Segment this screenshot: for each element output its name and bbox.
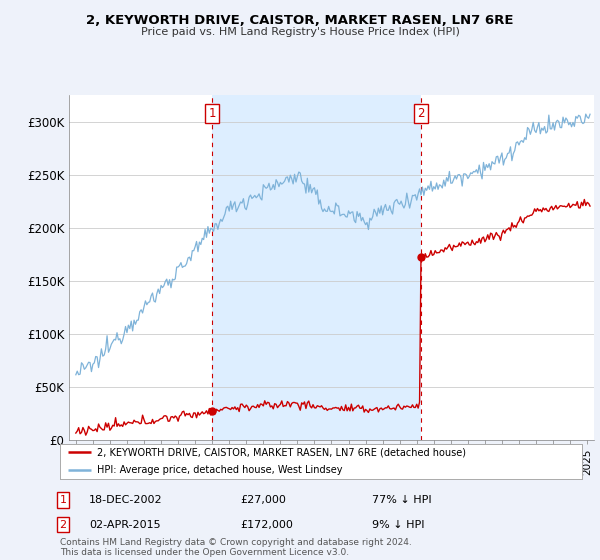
Bar	[212, 95, 421, 440]
Text: 02-APR-2015: 02-APR-2015	[89, 520, 160, 530]
Text: 18-DEC-2002: 18-DEC-2002	[89, 495, 163, 505]
Text: 9% ↓ HPI: 9% ↓ HPI	[372, 520, 425, 530]
Text: Contains HM Land Registry data © Crown copyright and database right 2024.
This d: Contains HM Land Registry data © Crown c…	[60, 538, 412, 557]
Text: £27,000: £27,000	[240, 495, 286, 505]
Text: 1: 1	[59, 495, 67, 505]
Text: 2, KEYWORTH DRIVE, CAISTOR, MARKET RASEN, LN7 6RE: 2, KEYWORTH DRIVE, CAISTOR, MARKET RASEN…	[86, 14, 514, 27]
Text: 2: 2	[59, 520, 67, 530]
Text: 1: 1	[208, 107, 216, 120]
Text: HPI: Average price, detached house, West Lindsey: HPI: Average price, detached house, West…	[97, 465, 342, 475]
Text: 77% ↓ HPI: 77% ↓ HPI	[372, 495, 431, 505]
Text: 2: 2	[417, 107, 425, 120]
Text: Price paid vs. HM Land Registry's House Price Index (HPI): Price paid vs. HM Land Registry's House …	[140, 27, 460, 37]
Text: £172,000: £172,000	[240, 520, 293, 530]
Text: 2, KEYWORTH DRIVE, CAISTOR, MARKET RASEN, LN7 6RE (detached house): 2, KEYWORTH DRIVE, CAISTOR, MARKET RASEN…	[97, 447, 466, 458]
